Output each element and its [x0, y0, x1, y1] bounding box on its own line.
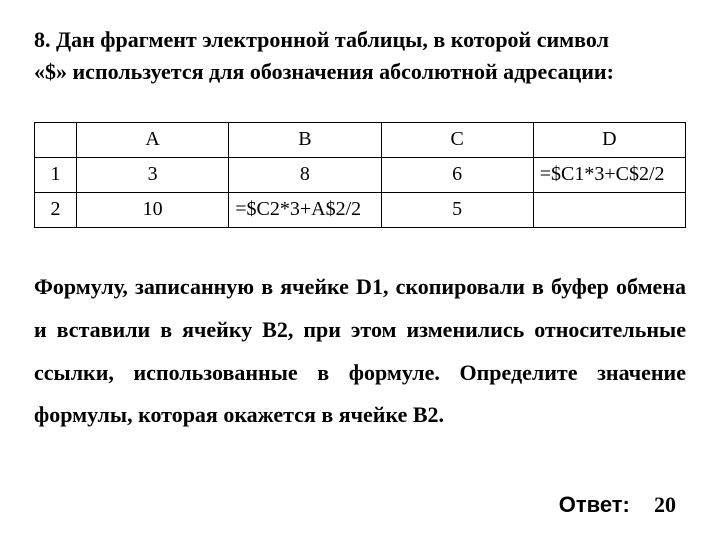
answer-value: 20	[654, 492, 676, 517]
question-text: 8. Дан фрагмент электронной таблицы, в к…	[34, 24, 686, 88]
question-line-1: 8. Дан фрагмент электронной таблицы, в к…	[34, 27, 609, 52]
cell-b1: 8	[229, 157, 381, 192]
task-body: Формулу, записанную в ячейке D1, скопиро…	[34, 266, 686, 438]
answer-block: Ответ: 20	[559, 492, 676, 518]
cell-a1: 3	[77, 157, 229, 192]
header-col-b: B	[229, 122, 381, 157]
cell-a2: 10	[77, 192, 229, 227]
spreadsheet-table: A B C D 1 3 8 6 =$C1*3+C$2/2 2 10 =$C2*3…	[34, 122, 686, 228]
table-header-row: A B C D	[35, 122, 686, 157]
header-col-c: C	[381, 122, 533, 157]
page: 8. Дан фрагмент электронной таблицы, в к…	[0, 0, 720, 540]
header-blank	[35, 122, 77, 157]
cell-d2	[533, 192, 685, 227]
cell-c2: 5	[381, 192, 533, 227]
cell-c1: 6	[381, 157, 533, 192]
table-row: 2 10 =$C2*3+A$2/2 5	[35, 192, 686, 227]
table-row: 1 3 8 6 =$C1*3+C$2/2	[35, 157, 686, 192]
answer-label: Ответ:	[559, 492, 630, 517]
row-number: 2	[35, 192, 77, 227]
cell-b2: =$C2*3+A$2/2	[229, 192, 381, 227]
header-col-d: D	[533, 122, 685, 157]
question-line-2: «$» используется для обозначения абсолют…	[34, 59, 614, 84]
header-col-a: A	[77, 122, 229, 157]
row-number: 1	[35, 157, 77, 192]
cell-d1: =$C1*3+C$2/2	[533, 157, 685, 192]
